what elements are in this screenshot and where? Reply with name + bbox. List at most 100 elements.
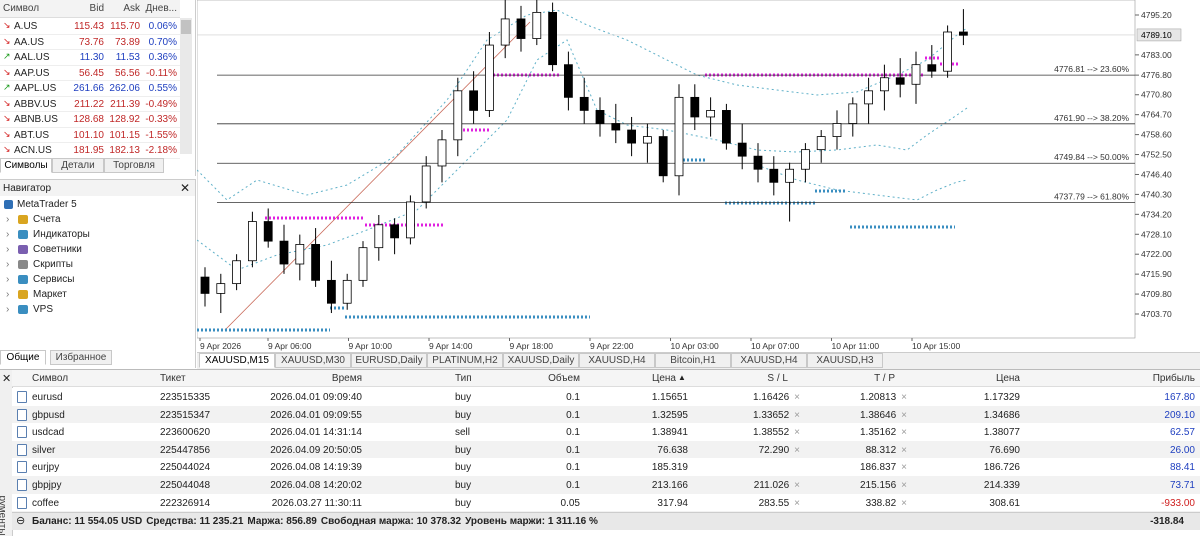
candle-body <box>832 123 842 137</box>
candle-body <box>595 110 605 124</box>
root-icon <box>4 200 13 209</box>
cell: 62.57 <box>1169 427 1195 439</box>
column-header[interactable]: Bid <box>89 3 104 14</box>
column-header[interactable]: Тип <box>455 373 472 384</box>
doc-icon <box>17 426 27 439</box>
symbol[interactable]: ABT.US <box>14 129 50 141</box>
column-header[interactable]: Прибыль <box>1152 373 1195 384</box>
tab[interactable]: Символы <box>0 158 52 173</box>
fib-label: 4737.79 --> 61.80% <box>1054 192 1129 202</box>
cell: 2026.04.01 14:31:14 <box>270 427 362 439</box>
candle-body <box>326 279 336 304</box>
cell: 186.837 <box>860 462 907 473</box>
chart-tab[interactable]: XAUUSD,H4 <box>579 353 655 368</box>
expand-chevron[interactable]: › <box>6 244 10 255</box>
expand-chevron[interactable]: › <box>6 304 10 315</box>
column-header[interactable]: Символ <box>32 373 69 384</box>
scrollbar[interactable] <box>180 18 192 154</box>
trend-arrow: ↘ <box>3 128 11 139</box>
y-tick-label: 4752.50 <box>1141 150 1172 160</box>
cell: buy <box>455 497 472 509</box>
column-header[interactable]: Днев... <box>145 3 177 14</box>
candle-body <box>295 244 305 265</box>
candle-body <box>516 18 526 39</box>
navigator-item[interactable]: Сервисы <box>33 274 75 285</box>
y-tick-label: 4722.00 <box>1141 249 1172 259</box>
chart-tab[interactable]: Bitcoin,H1 <box>655 353 731 368</box>
cell: 0.1 <box>566 409 580 421</box>
tab[interactable]: Избранное <box>50 350 112 365</box>
candle-body <box>769 168 779 183</box>
column-header[interactable]: Ask <box>123 3 140 14</box>
cell: 223515347 <box>160 409 211 421</box>
header-row <box>0 0 180 18</box>
symbol[interactable]: ABNB.US <box>14 114 58 125</box>
expand-chevron[interactable]: › <box>6 274 10 285</box>
tab[interactable]: Торговля <box>104 158 164 173</box>
chart-tab[interactable]: XAUUSD,Daily <box>503 353 579 368</box>
close-button[interactable]: ✕ <box>180 181 191 195</box>
column-header[interactable]: Время <box>331 373 362 384</box>
chart-tab[interactable]: XAUUSD,M30 <box>275 353 351 368</box>
symbol[interactable]: ACN.US <box>14 145 52 156</box>
item-icon <box>18 275 28 284</box>
summary-item: Средства: 11 235.21 <box>146 516 244 527</box>
symbol[interactable]: A.US <box>14 21 38 32</box>
navigator-item[interactable]: VPS <box>33 304 54 315</box>
cell: 0.05 <box>560 497 580 509</box>
y-tick-label: 4783.00 <box>1141 50 1172 60</box>
close-button[interactable]: ✕ <box>2 373 12 385</box>
symbol[interactable]: AAL.US <box>14 52 50 63</box>
column-header[interactable]: S / L <box>767 373 788 384</box>
column-header[interactable]: Цена <box>651 373 676 384</box>
expand-chevron[interactable]: › <box>6 229 10 240</box>
cell: 308.61 <box>989 497 1020 509</box>
navigator-item[interactable]: Скрипты <box>33 259 73 270</box>
symbol[interactable]: AA.US <box>14 36 45 48</box>
ask: 128.92 <box>109 114 140 125</box>
ask: 211.39 <box>110 98 140 110</box>
cell: 222326914 <box>160 497 211 509</box>
candle-body <box>579 96 589 111</box>
expand-chevron[interactable]: › <box>6 289 10 300</box>
symbol[interactable]: AAP.US <box>14 67 50 79</box>
daily-change: -0.49% <box>145 98 177 110</box>
root-item[interactable]: MetaTrader 5 <box>17 199 77 210</box>
navigator-item[interactable]: Маркет <box>33 289 67 300</box>
chart-tab[interactable]: EURUSD,Daily <box>351 353 427 368</box>
tab[interactable]: Детали <box>52 158 104 173</box>
collapse-icon[interactable]: ⊖ <box>16 515 26 527</box>
cell: 2026.03.27 11:30:11 <box>271 497 362 509</box>
expand-chevron[interactable]: › <box>6 214 10 225</box>
table-header <box>12 370 1200 387</box>
navigator-item[interactable]: Счета <box>33 214 61 225</box>
column-header[interactable]: Символ <box>3 3 40 14</box>
chart-tab[interactable]: XAUUSD,H4 <box>731 353 807 368</box>
chart-tab[interactable]: PLATINUM,H2 <box>427 353 503 368</box>
cell: 26.00 <box>1169 444 1195 456</box>
column-header[interactable]: T / P <box>874 373 895 384</box>
trend-arrow: ↘ <box>3 144 11 154</box>
bid: 181.95 <box>73 145 104 156</box>
chart-tab[interactable]: XAUUSD,H3 <box>807 353 883 368</box>
cell: 186.726 <box>983 462 1020 474</box>
chart-tab[interactable]: XAUUSD,M15 <box>199 353 275 368</box>
candle-body <box>469 90 479 111</box>
navigator-item[interactable]: Советники <box>33 244 82 255</box>
ask: 101.15 <box>109 129 140 141</box>
column-header[interactable]: Цена <box>995 373 1020 384</box>
column-header[interactable]: Объем <box>548 373 580 384</box>
row-separator <box>0 111 180 112</box>
symbol[interactable]: AAPL.US <box>14 83 57 94</box>
x-tick-label: 9 Apr 18:00 <box>510 341 554 351</box>
trend-arrow: ↘ <box>3 20 11 30</box>
symbol[interactable]: ABBV.US <box>14 98 57 110</box>
navigator-item[interactable]: Индикаторы <box>33 229 90 240</box>
column-header[interactable]: Тикет <box>160 373 186 384</box>
tab[interactable]: Общие <box>0 350 46 365</box>
scroll-thumb[interactable] <box>181 20 191 34</box>
summary-item: Баланс: 11 554.05 USD <box>32 516 143 527</box>
cell: 283.55 <box>759 498 800 509</box>
expand-chevron[interactable]: › <box>6 259 10 270</box>
